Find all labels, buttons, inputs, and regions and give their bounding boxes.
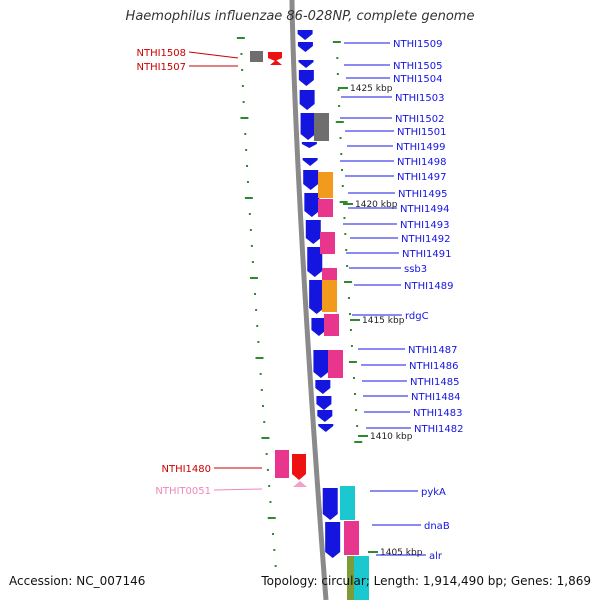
gene-label-NTHI1494: NTHI1494 xyxy=(400,204,450,215)
forward-gene-arrow xyxy=(309,280,325,314)
forward-gene-arrow xyxy=(311,318,327,336)
forward-gene-arrow xyxy=(297,42,313,52)
forward-gene-arrow xyxy=(298,70,314,86)
forward-gene-arrow xyxy=(318,424,334,432)
forward-gene-arrow xyxy=(305,220,321,244)
accession-label: Accession: NC_007146 xyxy=(9,574,146,588)
scale-label: 1425 kbp xyxy=(350,84,393,94)
gene-label-NTHI1505: NTHI1505 xyxy=(393,61,443,72)
gene-label-NTHI1507: NTHI1507 xyxy=(136,62,186,73)
gene-leader-line xyxy=(188,51,239,59)
forward-gene-arrow xyxy=(303,170,319,190)
forward-gene-arrow xyxy=(304,193,320,217)
gene-label-NTHI1482: NTHI1482 xyxy=(414,424,464,435)
forward-gene-arrow xyxy=(299,90,315,110)
genome-backbone xyxy=(289,0,329,600)
forward-gene-arrow xyxy=(316,396,332,410)
gene-label-NTHI1485: NTHI1485 xyxy=(410,377,460,388)
gene-label-NTHI1491: NTHI1491 xyxy=(402,249,452,260)
gene-label-NTHI1484: NTHI1484 xyxy=(411,392,461,403)
cyan-feature-block xyxy=(340,486,355,520)
forward-gene-arrow xyxy=(315,380,331,394)
gene-label-NTHIT0051: NTHIT0051 xyxy=(155,486,211,497)
cyan-feature-block xyxy=(354,556,369,600)
forward-gene-arrow xyxy=(325,522,341,558)
gene-label-NTHI1495: NTHI1495 xyxy=(398,189,448,200)
gene-label-ssb3: ssb3 xyxy=(404,264,427,275)
gene-label-pykA: pykA xyxy=(421,487,446,498)
orange-feature-block xyxy=(322,280,337,312)
gene-label-NTHI1493: NTHI1493 xyxy=(400,220,450,231)
gene-label-NTHI1498: NTHI1498 xyxy=(397,157,447,168)
forward-gene-arrow xyxy=(307,247,323,277)
forward-gene-arrow xyxy=(298,60,314,68)
gene-label-dnaB: dnaB xyxy=(424,521,450,532)
gene-label-NTHI1486: NTHI1486 xyxy=(409,361,459,372)
map-title: Haemophilus influenzae 86-028NP, complet… xyxy=(125,9,475,24)
gene-label-NTHI1509: NTHI1509 xyxy=(393,39,443,50)
gene-label-NTHI1489: NTHI1489 xyxy=(404,281,454,292)
gene-label-NTHI1487: NTHI1487 xyxy=(408,345,458,356)
magenta-feature-block xyxy=(324,314,339,336)
topology-label: Topology: circular; Length: 1,914,490 bp… xyxy=(261,574,591,588)
gene-label-NTHI1480: NTHI1480 xyxy=(161,464,211,475)
magenta-feature-block xyxy=(320,232,335,254)
gene-label-alr: alr xyxy=(429,551,443,562)
gene-leader-line xyxy=(213,488,263,491)
gene-label-NTHI1508: NTHI1508 xyxy=(136,48,186,59)
rna-gene-arrow xyxy=(293,481,307,487)
forward-gene-arrow xyxy=(317,410,333,422)
forward-gene-arrow xyxy=(297,30,313,40)
magenta-feature-block xyxy=(328,350,343,378)
orange-feature-block xyxy=(318,172,333,198)
gene-label-NTHI1497: NTHI1497 xyxy=(397,172,447,183)
gene-label-NTHI1492: NTHI1492 xyxy=(401,234,451,245)
reverse-gene-arrow xyxy=(268,52,282,61)
forward-gene-arrow xyxy=(300,113,316,140)
gene-label-NTHI1502: NTHI1502 xyxy=(395,114,445,125)
gene-label-NTHI1483: NTHI1483 xyxy=(413,408,463,419)
forward-gene-arrow xyxy=(301,142,317,148)
magenta-feature-block xyxy=(344,521,359,555)
gene-label-NTHI1504: NTHI1504 xyxy=(393,74,443,85)
gene-label-NTHI1499: NTHI1499 xyxy=(396,142,446,153)
reverse-gene-arrow xyxy=(292,454,306,480)
scale-label: 1410 kbp xyxy=(370,432,413,442)
forward-gene-arrow xyxy=(302,158,318,166)
reverse-gene-arrow xyxy=(270,60,282,65)
forward-gene-arrow xyxy=(313,350,329,378)
gene-label-NTHI1501: NTHI1501 xyxy=(397,127,447,138)
magenta-feature-block xyxy=(318,199,333,217)
scale-label: 1420 kbp xyxy=(355,200,398,210)
gray-feature-block xyxy=(250,51,263,62)
scale-label: 1405 kbp xyxy=(380,548,423,558)
scale-label: 1415 kbp xyxy=(362,316,405,326)
magenta-feature-block xyxy=(275,450,289,478)
magenta-feature-block xyxy=(322,268,337,280)
forward-gene-arrow xyxy=(322,488,338,520)
gene-label-rdgC: rdgC xyxy=(405,311,429,322)
gene-label-NTHI1503: NTHI1503 xyxy=(395,93,445,104)
gray-feature-block xyxy=(314,113,329,141)
